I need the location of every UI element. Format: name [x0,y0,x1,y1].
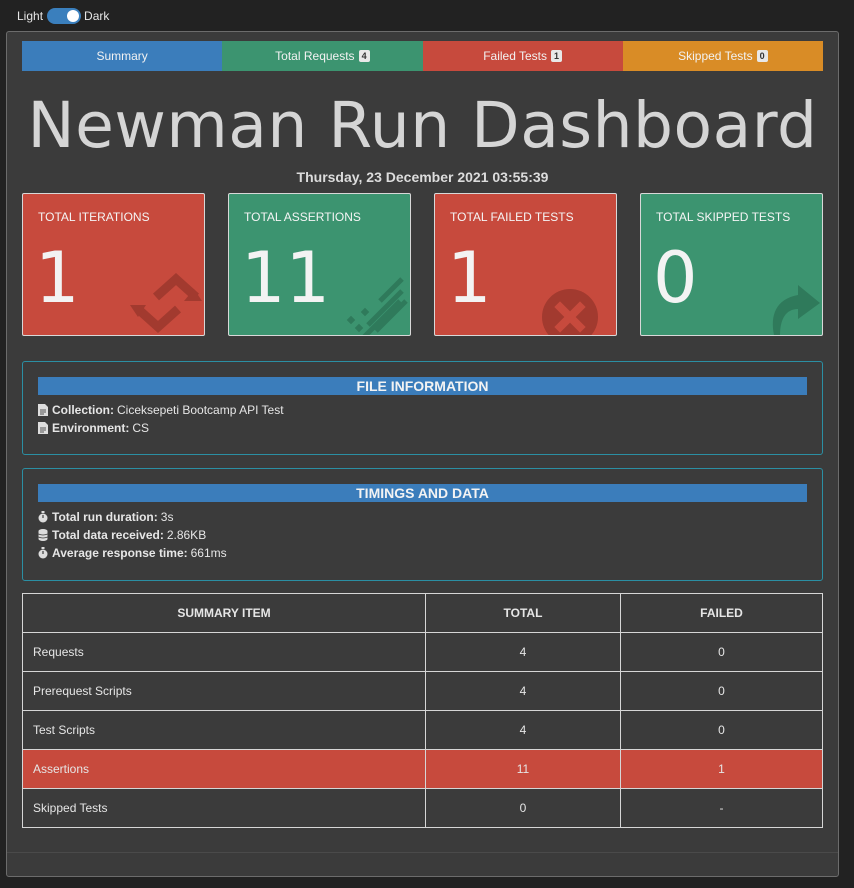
stat-total-assertions: TOTAL ASSERTIONS 11 [228,193,411,336]
header-summary-item: SUMMARY ITEM [22,593,426,633]
stat-value: 1 [35,237,80,319]
tab-label: Skipped Tests [678,49,753,63]
tab-total-requests[interactable]: Total Requests 4 [222,41,423,71]
duration-label: Total run duration: [52,510,158,524]
tab-label: Total Requests [275,49,355,63]
data-received-row: Total data received: 2.86KB [38,526,822,544]
data-received-value: 2.86KB [166,528,207,542]
stat-label: TOTAL FAILED TESTS [450,210,574,224]
row-item: Prerequest Scripts [22,671,426,711]
collection-label: Collection: [52,403,114,417]
list-icon [346,277,408,335]
table-row: Requests 4 0 [22,632,823,672]
row-item: Requests [22,632,426,672]
page-title: Newman Run Dashboard [27,89,818,162]
stopwatch-icon [38,511,48,523]
tab-label: Failed Tests [483,49,548,63]
row-item: Test Scripts [22,710,426,750]
theme-switch[interactable] [47,8,82,24]
refresh-icon [130,272,202,334]
stat-total-iterations: TOTAL ITERATIONS 1 [22,193,205,336]
environment-value: CS [132,421,150,435]
collection-row: Collection: Ciceksepeti Bootcamp API Tes… [38,401,822,419]
avg-response-value: 661ms [190,546,227,560]
tab-badge: 0 [756,50,768,62]
row-failed: - [620,788,823,828]
stat-label: TOTAL SKIPPED TESTS [656,210,791,224]
share-arrow-icon [772,285,820,335]
row-failed: 0 [620,632,823,672]
data-received-label: Total data received: [52,528,164,542]
environment-row: Environment: CS [38,419,822,437]
table-row: Test Scripts 4 0 [22,710,823,750]
run-date: Thursday, 23 December 2021 03:55:39 [296,169,549,185]
file-icon [38,404,48,416]
duration-value: 3s [160,510,174,524]
table-row: Prerequest Scripts 4 0 [22,671,823,711]
dashboard-card: Summary Total Requests 4 Failed Tests 1 … [6,31,839,877]
light-label: Light [17,9,44,23]
avg-response-row: Average response time: 661ms [38,544,822,562]
tab-summary[interactable]: Summary [22,41,223,71]
tab-badge: 1 [551,50,563,62]
tab-label: Summary [96,49,148,63]
file-information-heading: FILE INFORMATION [38,377,807,395]
stat-label: TOTAL ASSERTIONS [244,210,361,224]
row-item: Assertions [22,749,426,789]
row-failed: 1 [620,749,823,789]
row-total: 4 [425,710,621,750]
timings-heading: TIMINGS AND DATA [38,484,807,502]
summary-table: SUMMARY ITEM TOTAL FAILED Requests 4 0 P… [22,593,823,828]
header-total: TOTAL [425,593,621,633]
stat-total-skipped-tests: TOTAL SKIPPED TESTS 0 [640,193,823,336]
theme-toggle: Light Dark [17,7,109,25]
table-row-failed: Assertions 11 1 [22,749,823,789]
row-failed: 0 [620,671,823,711]
row-total: 4 [425,632,621,672]
stat-label: TOTAL ITERATIONS [38,210,150,224]
row-total: 11 [425,749,621,789]
close-circle-icon [542,289,598,335]
row-total: 4 [425,671,621,711]
stat-value: 1 [447,237,492,319]
switch-knob [67,10,80,22]
file-information-panel: FILE INFORMATION Collection: Ciceksepeti… [22,361,823,455]
file-icon [38,422,48,434]
stat-value: 11 [241,237,331,319]
row-item: Skipped Tests [22,788,426,828]
tab-skipped-tests[interactable]: Skipped Tests 0 [622,41,823,71]
tab-badge: 4 [358,50,370,62]
collection-value: Ciceksepeti Bootcamp API Test [117,403,284,417]
stat-total-failed-tests: TOTAL FAILED TESTS 1 [434,193,617,336]
avg-response-label: Average response time: [52,546,188,560]
table-header-row: SUMMARY ITEM TOTAL FAILED [22,593,823,633]
stopwatch-icon [38,547,48,559]
row-failed: 0 [620,710,823,750]
nav-tabs: Summary Total Requests 4 Failed Tests 1 … [22,41,823,71]
stat-value: 0 [653,237,698,319]
environment-label: Environment: [52,421,130,435]
header-failed: FAILED [620,593,823,633]
timings-panel: TIMINGS AND DATA Total run duration: 3s … [22,468,823,581]
tab-failed-tests[interactable]: Failed Tests 1 [422,41,623,71]
divider [7,852,838,853]
row-total: 0 [425,788,621,828]
duration-row: Total run duration: 3s [38,508,822,526]
database-icon [38,529,48,541]
dark-label: Dark [84,9,110,23]
table-row: Skipped Tests 0 - [22,788,823,828]
